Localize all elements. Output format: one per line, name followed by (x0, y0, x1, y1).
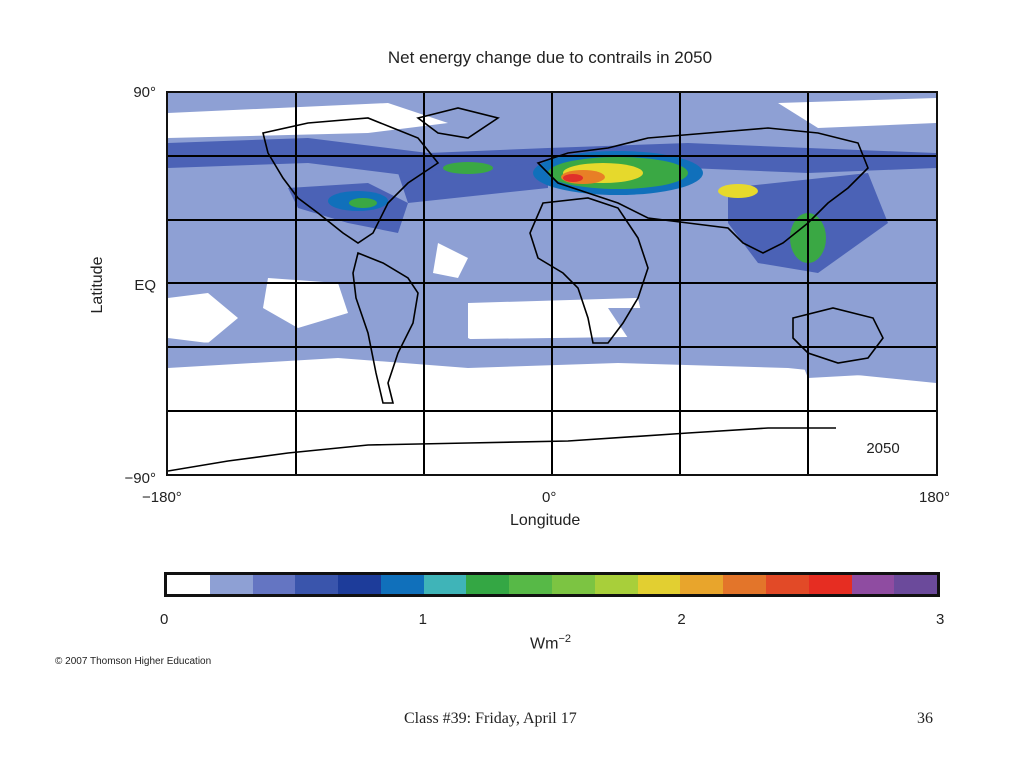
shade-gap (263, 278, 348, 328)
colorbar-segment (380, 575, 424, 594)
lon-tick-180e: 180° (919, 489, 951, 506)
shade-australia (788, 323, 898, 378)
coast-antarctica (168, 427, 836, 472)
hotspot-red-europe (563, 174, 583, 182)
colorbar-segment (167, 575, 210, 594)
lat-tick-eq: EQ (134, 277, 156, 294)
colorbar-segment (338, 575, 381, 594)
colorbar-tick-label: 3 (936, 611, 945, 628)
map-grid (168, 93, 936, 474)
colorbar-segment (723, 575, 766, 594)
colorbar-segment (894, 575, 938, 594)
hotspot-green-atlantic (443, 162, 493, 174)
colorbar-segment (295, 575, 339, 594)
shade-gap (168, 293, 238, 343)
colorbar-segment (423, 575, 467, 594)
lat-tick-90s: −90° (124, 470, 156, 487)
chart-title: Net energy change due to contrails in 20… (387, 48, 713, 67)
colorbar-tick-label: 0 (160, 611, 169, 628)
colorbar-segment (851, 575, 895, 594)
colorbar-segment (466, 575, 510, 594)
colorbar-segment (552, 575, 595, 594)
lat-tick-90n: 90° (133, 84, 156, 101)
shade-gap-arctic-e (778, 98, 936, 128)
coast-africa (529, 197, 649, 344)
colorbar-segment (509, 575, 553, 594)
colorbar-segment (209, 575, 253, 594)
x-axis-label: Longitude (510, 512, 581, 529)
colorbar-segment (594, 575, 638, 594)
colorbar-segment (765, 575, 809, 594)
shade-gap-arctic (168, 103, 448, 138)
coast-north-america (262, 117, 440, 244)
colorbar-tick-label: 2 (677, 611, 686, 628)
colorbar-unit-label: Wm−2 (530, 633, 571, 653)
y-axis-label: Latitude (89, 256, 106, 314)
colorbar-segment (637, 575, 681, 594)
color-scale-bar (164, 572, 940, 597)
slide-caption: Class #39: Friday, April 17 (404, 710, 577, 727)
hotspot-yellow-asia (718, 184, 758, 198)
shade-gap (433, 243, 468, 278)
colorbar-tick-label: 1 (418, 611, 427, 628)
coast-greenland (416, 107, 500, 139)
contrail-energy-map: 2050 (166, 91, 938, 476)
shade-africa (608, 308, 728, 353)
lon-tick-180w: −180° (142, 489, 182, 506)
coast-australia (792, 307, 884, 364)
unit-exponent: −2 (558, 633, 571, 645)
map-svg: 2050 (168, 93, 936, 474)
lon-tick-0: 0° (542, 489, 557, 506)
shade-medium-atlantic (398, 163, 548, 203)
colorbar-segment (808, 575, 852, 594)
coast-south-america (352, 251, 419, 404)
unit-base: Wm (530, 635, 559, 653)
map-year-label: 2050 (866, 440, 899, 457)
coastlines (168, 107, 884, 472)
copyright-notice: © 2007 Thomson Higher Education (55, 656, 212, 667)
coast-eurasia (536, 127, 869, 254)
colorbar-segment (680, 575, 724, 594)
hotspot-green-namerica (349, 198, 377, 208)
colorbar-segment (252, 575, 296, 594)
slide-number: 36 (917, 710, 933, 727)
